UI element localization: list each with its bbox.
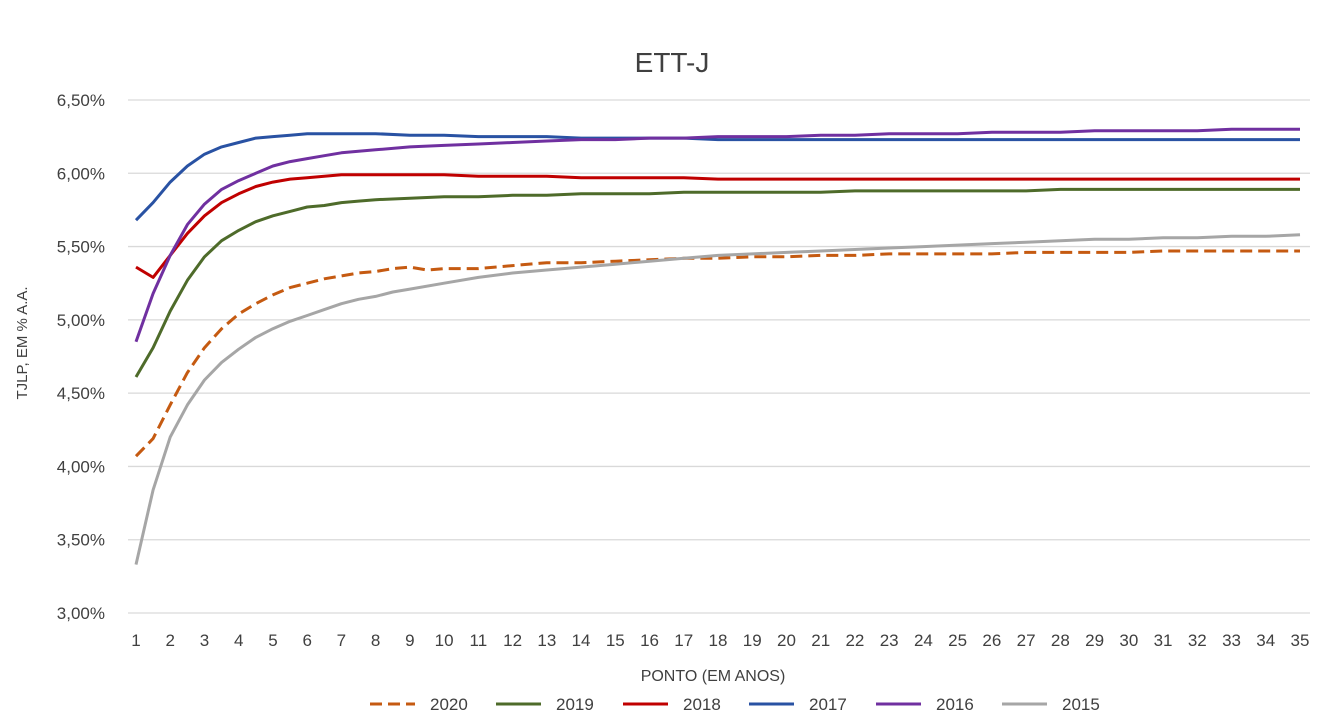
x-tick-label: 15 [606,631,625,650]
x-tick-label: 19 [743,631,762,650]
x-tick-label: 2 [166,631,175,650]
legend-label-2015: 2015 [1062,695,1100,714]
x-tick-label: 18 [709,631,728,650]
x-tick-label: 30 [1119,631,1138,650]
legend-label-2020: 2020 [430,695,468,714]
x-tick-label: 29 [1085,631,1104,650]
x-tick-label: 33 [1222,631,1241,650]
x-tick-label: 34 [1256,631,1275,650]
x-tick-label: 5 [268,631,277,650]
x-tick-label: 10 [435,631,454,650]
legend-label-2018: 2018 [683,695,721,714]
x-tick-label: 32 [1188,631,1207,650]
x-tick-label: 13 [537,631,556,650]
x-tick-label: 12 [503,631,522,650]
legend-label-2017: 2017 [809,695,847,714]
series-lines [134,127,1301,565]
series-line-2018 [135,173,1300,279]
y-tick-label: 6,00% [57,164,105,183]
x-tick-label: 17 [674,631,693,650]
y-tick-label: 3,00% [57,604,105,623]
legend: 2020 2019 2018 2017 2016 2015 [370,695,1100,714]
x-tick-label: 28 [1051,631,1070,650]
x-tick-label: 26 [982,631,1001,650]
x-tick-label: 21 [811,631,830,650]
y-tick-label: 4,50% [57,384,105,403]
series-line-2015 [134,233,1301,565]
x-tick-label: 14 [572,631,591,650]
x-tick-label: 3 [200,631,209,650]
y-axis-ticks: 3,00% 3,50% 4,00% 4,50% 5,00% 5,50% 6,00% 6,50% [57,91,105,623]
y-tick-label: 3,50% [57,531,105,550]
series-line-2016 [134,127,1300,343]
x-tick-label: 23 [880,631,899,650]
x-tick-label: 35 [1291,631,1310,650]
x-tick-label: 24 [914,631,933,650]
x-tick-label: 25 [948,631,967,650]
x-tick-label: 16 [640,631,659,650]
x-tick-label: 1 [131,631,140,650]
y-tick-label: 6,50% [57,91,105,110]
y-tick-label: 5,50% [57,238,105,257]
y-axis-label: TJLP, EM % A.A. [14,286,31,399]
y-tick-label: 5,00% [57,311,105,330]
x-axis-label: PONTO (EM ANOS) [641,668,786,685]
x-tick-label: 11 [470,631,488,650]
series-line-2020 [134,249,1300,458]
grid [128,99,1310,614]
x-tick-label: 7 [337,631,346,650]
y-tick-label: 4,00% [57,457,105,476]
x-tick-label: 22 [845,631,864,650]
chart-title: ETT-J [635,47,710,78]
x-tick-label: 8 [371,631,380,650]
x-tick-label: 9 [405,631,414,650]
x-tick-label: 31 [1154,631,1173,650]
x-axis-ticks: 1 2 3 4 5 6 7 8 9 10 11 12 13 14 15 16 17 18 19 20 21 22 23 24 2… [131,631,1309,650]
x-tick-label: 27 [1017,631,1036,650]
x-tick-label: 4 [234,631,243,650]
legend-label-2016: 2016 [936,695,974,714]
series-line-2019 [134,187,1300,378]
x-tick-label: 20 [777,631,796,650]
legend-label-2019: 2019 [556,695,594,714]
x-tick-label: 6 [302,631,311,650]
